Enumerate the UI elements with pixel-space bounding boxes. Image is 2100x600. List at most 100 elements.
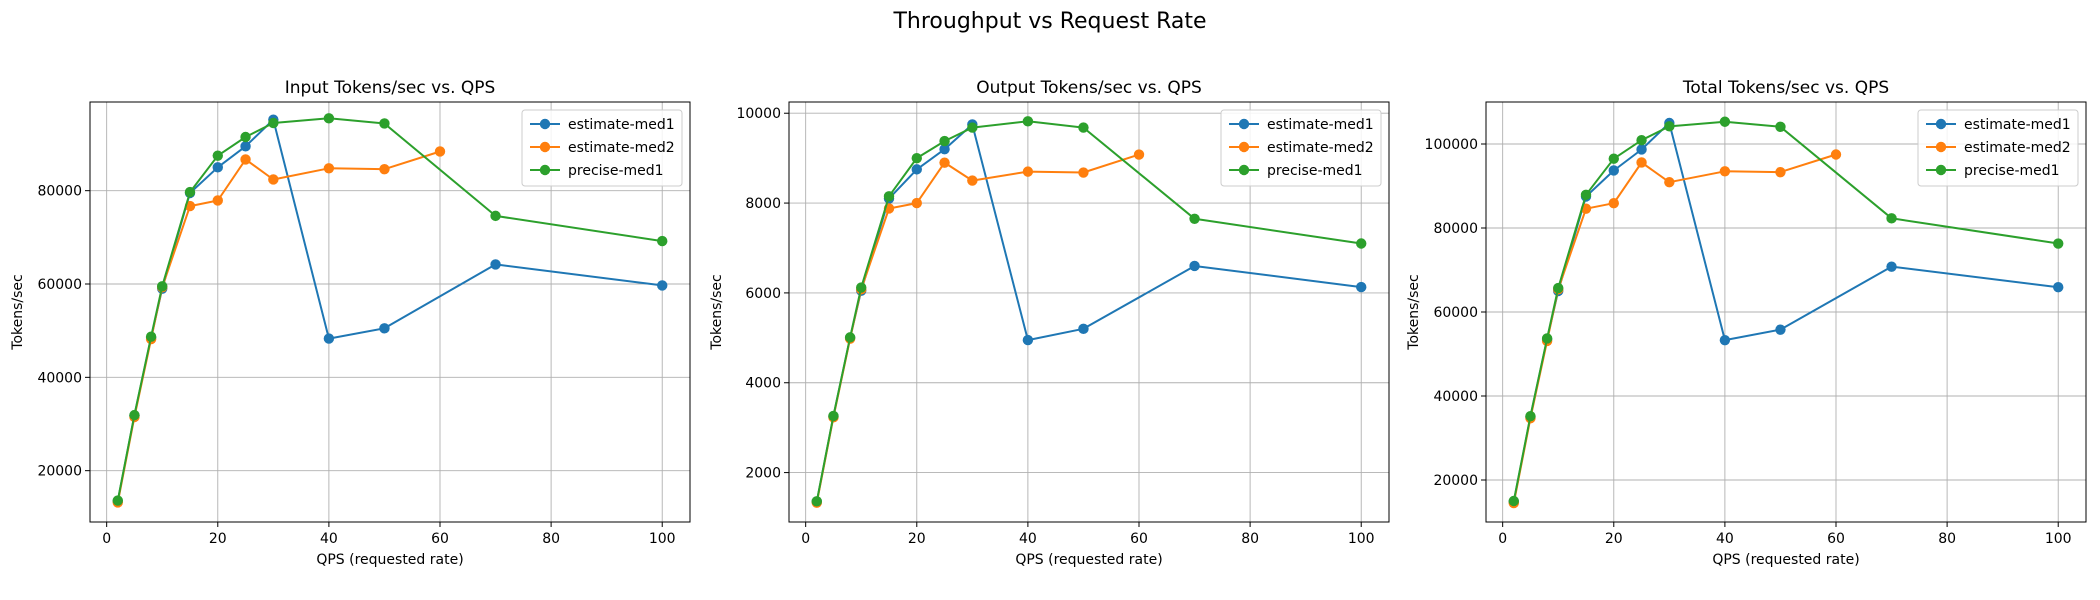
x-tick-label: 100 [2045,531,2072,547]
data-point-precise-med1 [911,152,922,164]
data-point-estimate-med1 [1775,324,1786,335]
data-point-precise-med1 [1525,410,1536,422]
y-tick-label: 10000 [736,106,781,122]
legend-box [521,109,683,187]
data-point-precise-med1 [379,118,390,129]
legend: estimate-med1 estimate-med2 precise-med1 [521,109,683,187]
x-tick-label: 0 [1498,531,1507,547]
subplot-2: 0 20 40 60 80 100 2000 4000 6000 8000 10000 Output … [709,78,1390,568]
subplot-title: Output Tokens/sec vs. QPS [976,78,1202,98]
legend-swatch-marker [1935,164,1947,176]
legend-swatch-marker [1238,141,1250,153]
x-tick-label: 40 [320,531,338,547]
data-point-precise-med1 [1356,238,1367,249]
x-tick-label: 80 [542,531,560,547]
legend-swatch-marker [1935,118,1947,130]
figure-title: Throughput vs Request Rate [892,9,1206,34]
data-point-estimate-med1 [1078,323,1089,335]
axes-frame [788,101,1390,523]
y-tick-label: 80000 [37,184,82,200]
legend: estimate-med1 estimate-med2 precise-med1 [1917,109,2079,187]
x-tick-label: 20 [1605,531,1623,547]
data-point-estimate-med1 [1608,165,1619,176]
data-point-estimate-med2 [379,164,390,175]
legend-entry-estimate-med2: estimate-med2 [1267,140,1374,156]
y-tick-label: 40000 [1433,389,1478,405]
data-point-precise-med1 [828,410,839,422]
data-point-estimate-med2 [911,197,922,209]
legend-entry-precise-med1: precise-med1 [1964,163,2060,179]
data-point-estimate-med1 [212,162,223,173]
data-point-estimate-med1 [657,280,668,291]
data-point-estimate-med2 [268,174,279,185]
data-point-estimate-med1 [323,333,335,344]
x-tick-label: 20 [209,531,227,547]
series-line-precise-med1 [815,120,1362,502]
data-point-precise-med1 [939,135,950,147]
data-point-estimate-med2 [1022,166,1034,177]
data-point-precise-med1 [856,282,867,293]
legend-swatch-marker [1238,118,1250,130]
data-point-estimate-med2 [1664,177,1675,188]
y-tick-label: 80000 [1433,221,1478,237]
data-point-estimate-med2 [434,146,446,157]
data-point-precise-med1 [184,186,196,198]
data-point-precise-med1 [1775,121,1786,132]
data-point-estimate-med1 [1886,261,1897,272]
x-axis-label: QPS (requested rate) [1015,552,1162,568]
x-tick-label: 40 [1019,531,1037,547]
x-tick-label: 0 [102,531,111,547]
legend-entry-precise-med1: precise-med1 [568,163,664,179]
y-tick-label: 100000 [1425,137,1478,153]
data-point-estimate-med1 [490,259,501,270]
data-point-precise-med1 [112,495,123,506]
x-tick-label: 40 [1716,531,1734,547]
data-point-estimate-med2 [240,154,251,165]
series-line-precise-med1 [1512,120,2059,502]
y-tick-label: 2000 [745,466,781,482]
x-axis-label: QPS (requested rate) [1712,552,1859,568]
x-axis-label: QPS (requested rate) [316,552,463,568]
data-point-estimate-med1 [911,164,922,175]
data-point-estimate-med2 [1133,149,1145,160]
data-point-precise-med1 [2053,238,2064,249]
data-point-precise-med1 [967,122,978,133]
x-tick-label: 100 [649,531,676,547]
data-point-precise-med1 [657,235,668,247]
x-tick-label: 80 [1241,531,1259,547]
x-tick-label: 20 [908,531,926,547]
legend: estimate-med1 estimate-med2 precise-med1 [1220,109,1382,187]
data-point-precise-med1 [1508,495,1519,507]
legend-swatch-marker [539,118,551,130]
subplot-title: Input Tokens/sec vs. QPS [285,78,496,98]
x-tick-label: 60 [1130,531,1148,547]
data-point-precise-med1 [1078,122,1089,133]
data-point-estimate-med1 [1719,334,1731,346]
x-tick-label: 0 [801,531,810,547]
data-point-precise-med1 [1022,116,1034,127]
data-point-precise-med1 [1189,213,1200,224]
data-point-estimate-med1 [2053,282,2064,293]
data-point-precise-med1 [1886,213,1897,224]
data-point-estimate-med1 [1189,260,1200,272]
y-tick-label: 60000 [37,277,82,293]
legend-box [1917,109,2079,187]
y-tick-label: 6000 [745,286,781,302]
data-point-estimate-med2 [212,195,223,206]
data-point-precise-med1 [883,191,895,202]
data-point-estimate-med1 [939,143,950,155]
legend-entry-estimate-med1: estimate-med1 [1267,117,1374,133]
data-point-estimate-med1 [240,141,251,152]
y-tick-label: 4000 [745,376,781,392]
data-point-precise-med1 [1580,189,1592,201]
data-point-precise-med1 [268,117,279,129]
data-point-estimate-med2 [1608,198,1619,209]
data-point-precise-med1 [1719,116,1731,127]
data-point-precise-med1 [844,332,856,343]
subplot-title: Total Tokens/sec vs. QPS [1682,78,1889,98]
legend-swatch-marker [1935,141,1947,153]
data-point-precise-med1 [129,409,140,421]
legend-swatch-marker [539,164,551,176]
